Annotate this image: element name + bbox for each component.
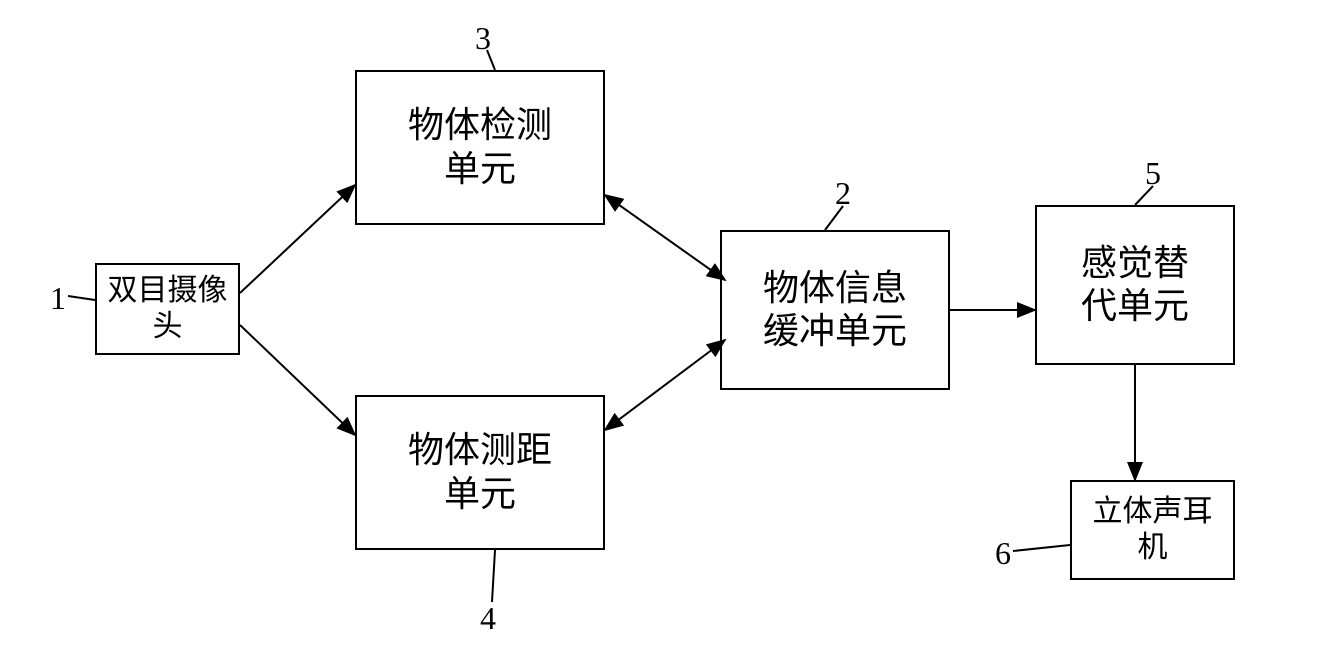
number-1: 1	[50, 280, 66, 317]
number-6: 6	[995, 535, 1011, 572]
node-headphone-label: 立体声耳机	[1093, 494, 1213, 566]
node-substitution-unit: 感觉替代单元	[1035, 205, 1235, 365]
node-detection-unit: 物体检测单元	[355, 70, 605, 225]
node-headphone: 立体声耳机	[1070, 480, 1235, 580]
node-buffer-unit: 物体信息缓冲单元	[720, 230, 950, 390]
number-5: 5	[1145, 155, 1161, 192]
node-camera: 双目摄像头	[95, 263, 240, 355]
node-buffer-label: 物体信息缓冲单元	[763, 267, 907, 353]
node-camera-label: 双目摄像头	[108, 273, 228, 345]
node-substitution-label: 感觉替代单元	[1081, 242, 1189, 328]
node-ranging-unit: 物体测距单元	[355, 395, 605, 550]
node-ranging-label: 物体测距单元	[408, 429, 552, 515]
number-3: 3	[475, 20, 491, 57]
number-2: 2	[835, 175, 851, 212]
number-4: 4	[480, 600, 496, 637]
node-detection-label: 物体检测单元	[408, 104, 552, 190]
